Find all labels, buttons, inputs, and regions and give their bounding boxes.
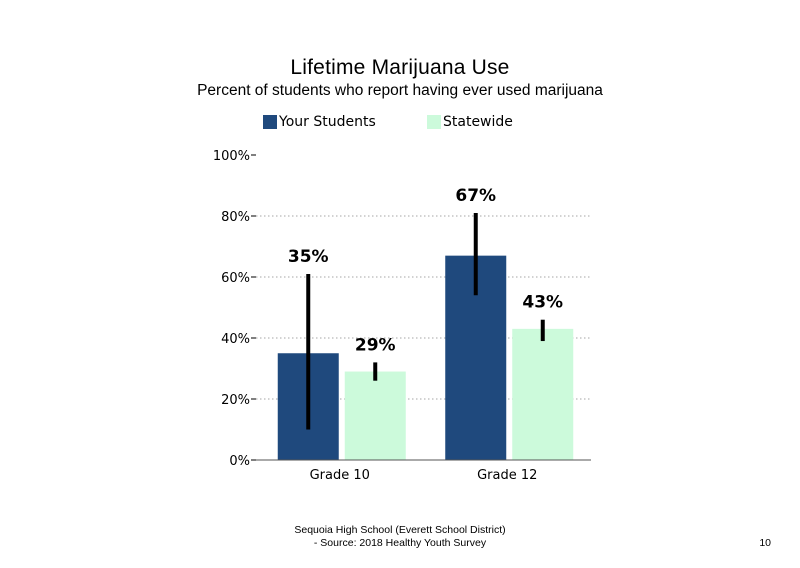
chart-title: Lifetime Marijuana Use bbox=[290, 56, 510, 79]
footer-school: Sequoia High School (Everett School Dist… bbox=[294, 524, 506, 536]
data-label: 43% bbox=[522, 293, 563, 313]
footer: Sequoia High School (Everett School Dist… bbox=[250, 524, 550, 550]
legend-item-your-students: Your Students bbox=[263, 114, 376, 130]
chart-subtitle: Percent of students who report having ev… bbox=[197, 82, 603, 99]
legend: Your Students Statewide bbox=[0, 114, 800, 134]
legend-label-statewide: Statewide bbox=[443, 114, 513, 130]
page-number: 10 bbox=[759, 537, 771, 549]
y-tick-label: 100% bbox=[213, 149, 250, 164]
legend-swatch-statewide bbox=[427, 115, 441, 129]
legend-swatch-your-students bbox=[263, 115, 277, 129]
y-tick-label: 80% bbox=[221, 210, 250, 225]
y-tick-label: 60% bbox=[221, 271, 250, 286]
footer-source: - Source: 2018 Healthy Youth Survey bbox=[313, 537, 487, 549]
data-label: 35% bbox=[288, 247, 329, 267]
bar bbox=[344, 371, 406, 460]
data-label: 67% bbox=[455, 186, 496, 206]
y-tick-label: 40% bbox=[221, 332, 250, 347]
data-label: 29% bbox=[355, 335, 396, 355]
bar bbox=[512, 328, 574, 460]
x-tick-label: Grade 10 bbox=[310, 468, 370, 483]
y-tick-label: 0% bbox=[229, 454, 250, 469]
legend-label-your-students: Your Students bbox=[279, 114, 376, 130]
y-tick-label: 20% bbox=[221, 393, 250, 408]
legend-item-statewide: Statewide bbox=[427, 114, 513, 130]
x-tick-label: Grade 12 bbox=[477, 468, 537, 483]
